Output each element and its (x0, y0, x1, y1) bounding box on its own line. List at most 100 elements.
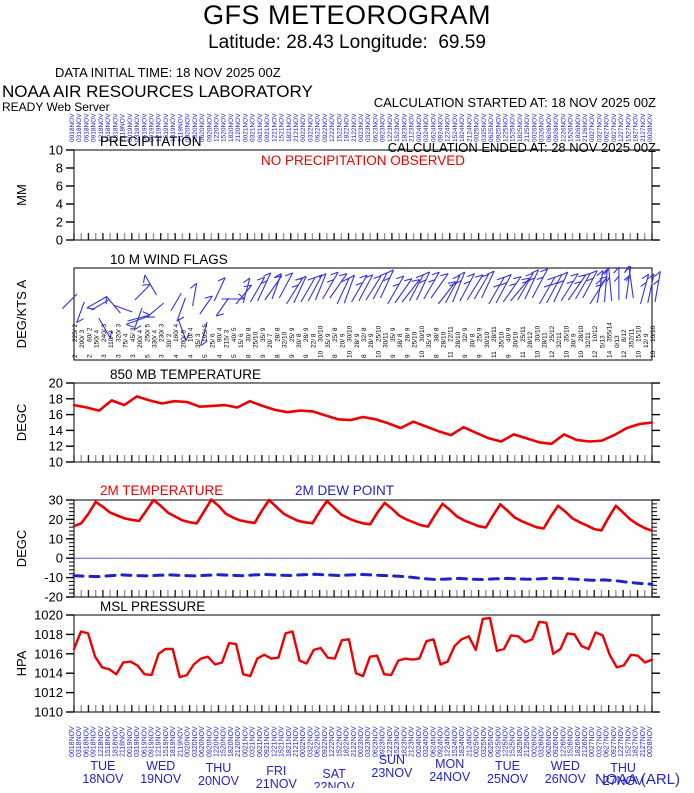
wind-dir-speed-label: 40/ 5 (231, 327, 238, 342)
y-tick-label: 10 (49, 143, 63, 158)
rotated-time-label: 0618NOV (83, 113, 90, 142)
wind-barb-tick (536, 276, 544, 281)
rotated-time-label: 1525NOV (510, 726, 517, 757)
rotated-time-label: 0325NOV (481, 113, 488, 142)
rotated-time-label: 0923NOV (380, 726, 387, 757)
date-weekday-label: SUN (379, 753, 405, 767)
wind-dir-speed-label: 160/ 4 (173, 324, 180, 342)
rotated-time-label: 0922NOV (322, 726, 329, 757)
wind-speed-label: 11 (448, 351, 455, 358)
rotated-time-label: 0321NOV (250, 726, 257, 757)
rotated-time-label: 1222NOV (329, 113, 336, 142)
rotated-time-label: 2126NOV (582, 113, 589, 142)
wind-barb-staff (608, 268, 613, 302)
wind-speed-label: 3 (101, 354, 108, 358)
wind-barb-tick (392, 283, 400, 287)
rotated-time-label: 0920NOV (206, 726, 213, 757)
wind-speed-label: 12 (592, 350, 599, 358)
wind-barb-tick (586, 277, 594, 282)
wind-barb-staff (524, 269, 540, 300)
rotated-time-label: 1827NOV (633, 113, 640, 142)
rotated-time-label: 1221NOV (271, 113, 278, 142)
rotated-time-label: 1522NOV (336, 726, 343, 757)
wind-barb-staff (307, 274, 323, 302)
wind-barb-staff (654, 271, 661, 303)
rotated-time-label: 2120NOV (235, 113, 242, 142)
date-label: 19NOV (140, 772, 182, 786)
rotated-time-label: 1820NOV (228, 726, 235, 757)
wind-speed-label: 14 (607, 350, 614, 358)
wind-dir-speed-label: 28/ 9 (354, 333, 361, 348)
mslp-ylabel: HPA (14, 650, 29, 676)
wind-barb-staff (394, 278, 413, 304)
wind-barb-tick (307, 276, 316, 281)
rotated-time-label: 1819NOV (170, 726, 177, 757)
wind-dir-speed-label: 15/10 (636, 325, 643, 342)
rotated-time-label: 1526NOV (568, 726, 575, 757)
wind-barb-staff (176, 297, 186, 322)
wind-dir-speed-label: 12/ 9 (643, 333, 650, 348)
rotated-time-label: 2122NOV (351, 113, 358, 142)
wind-dir-speed-label: 45/ 3 (130, 327, 137, 342)
rotated-time-label: 0024NOV (416, 726, 423, 757)
wind-dir-speed-label: 30/ 8 (296, 333, 303, 348)
dewpoint2m-line (72, 572, 654, 586)
wind-barb-tick (339, 273, 348, 277)
wind-barb-tick (582, 272, 591, 277)
date-label: 25NOV (487, 772, 529, 786)
date-label: 18NOV (82, 772, 124, 786)
wind-barb-staff (444, 275, 461, 304)
wind-dir-speed-label: 30/10 (484, 331, 491, 348)
rotated-time-label: 0622NOV (315, 113, 322, 142)
wind-dir-speed-label: 35/ 9 (325, 333, 332, 348)
rotated-time-label: 1818NOV (112, 726, 119, 757)
wind-flags-frame (73, 267, 653, 361)
wind-dir-speed-label: 0/13 (614, 335, 621, 348)
wind-dir-speed-label: 30/10 (534, 325, 541, 342)
wind-dir-speed-label: 5/13 (599, 335, 606, 348)
wind-speed-label: 9 (404, 354, 411, 358)
rotated-time-label: 0320NOV (192, 726, 199, 757)
rotated-time-label: 1824NOV (459, 726, 466, 757)
rotated-time-label: 1225NOV (503, 726, 510, 757)
wind-barb-staff (452, 271, 466, 303)
wind-barb-staff (640, 273, 650, 305)
y-tick-label: 1010 (34, 705, 63, 720)
rotated-time-label: 0027NOV (589, 113, 596, 142)
rotated-time-label: 1825NOV (517, 726, 524, 757)
wind-dir-speed-label: 28/11 (491, 326, 498, 342)
wind-barb-tick (263, 272, 271, 277)
wind-barb-staff (628, 265, 634, 299)
wind-barb-staff (62, 293, 78, 309)
rotated-time-label: 1527NOV (625, 113, 632, 142)
rotated-time-label: 1820NOV (228, 113, 235, 142)
wind-speed-label: 12 (549, 350, 556, 358)
wind-barb-staff (351, 274, 368, 303)
rotated-time-label: 0026NOV (531, 113, 538, 142)
temp2m-title: 2M TEMPERATURE (100, 483, 223, 498)
rotated-time-label: 1221NOV (271, 726, 278, 757)
page-title: GFS METEOROGRAM (202, 0, 491, 30)
wind-barb-staff (358, 274, 374, 302)
rotated-time-label: 0320NOV (192, 113, 199, 142)
wind-barb-tick (625, 274, 631, 282)
wind-barb-tick (365, 274, 373, 279)
rotated-time-label: 0924NOV (437, 113, 444, 142)
wind-dir-speed-label: 10/ 4 (188, 327, 195, 342)
wind-dir-speed-label: 150/ 4 (94, 330, 101, 348)
wind-speed-label: 9 (303, 354, 310, 358)
wind-dir-speed-label: 32/ 8 (361, 327, 368, 342)
wind-speed-label: 3 (159, 354, 166, 358)
rotated-time-label: 2121NOV (293, 113, 300, 142)
rotated-time-label: 1226NOV (560, 113, 567, 142)
date-weekday-label: THU (610, 761, 636, 775)
rotated-time-label: 1826NOV (575, 113, 582, 142)
wind-barb-tick (260, 280, 268, 285)
date-weekday-label: TUE (90, 759, 115, 773)
wind-dir-speed-label: 30/ 9 (571, 333, 578, 348)
y-tick-label: 6 (56, 179, 63, 194)
rotated-time-label: 0623NOV (372, 113, 379, 142)
rotated-time-label: 1823NOV (401, 113, 408, 142)
wind-barb-staff (249, 277, 266, 303)
